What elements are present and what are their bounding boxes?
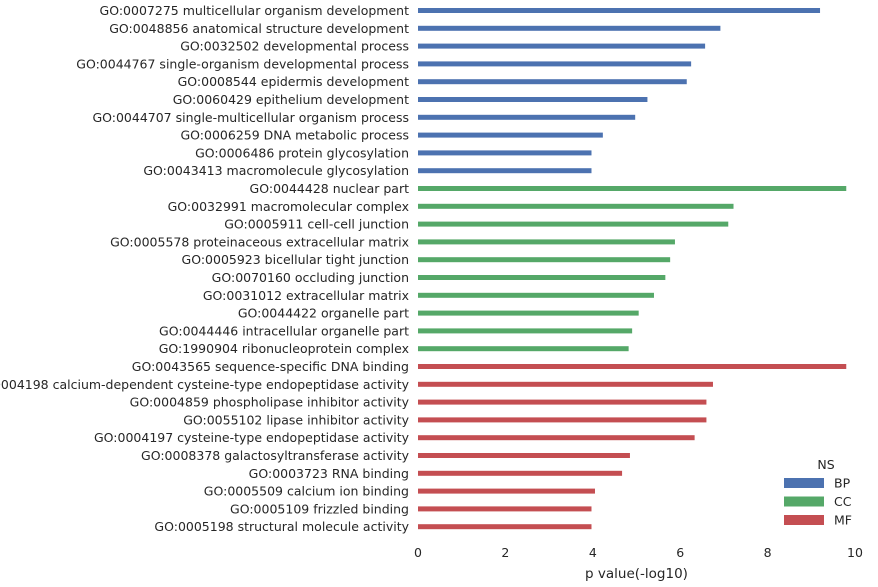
category-label: GO:0060429 epithelium development bbox=[173, 92, 409, 107]
bar bbox=[418, 257, 671, 263]
category-label: GO:0032991 macromolecular complex bbox=[168, 199, 409, 214]
bar bbox=[418, 97, 648, 102]
x-tick-label: 8 bbox=[764, 545, 772, 560]
bar bbox=[418, 435, 695, 441]
bar bbox=[418, 346, 629, 352]
x-tick-label: 4 bbox=[589, 545, 597, 560]
legend-entries: BP CC MF bbox=[784, 476, 852, 528]
bar bbox=[418, 61, 692, 67]
category-label: GO:0008544 epidermis development bbox=[178, 74, 409, 89]
bar bbox=[418, 150, 592, 156]
bar bbox=[418, 524, 592, 530]
legend-label: CC bbox=[834, 494, 852, 509]
category-label: GO:0005509 calcium ion binding bbox=[204, 484, 409, 499]
category-label: GO:0005198 structural molecule activity bbox=[154, 519, 409, 534]
category-label: GO:0004198 calcium-dependent cysteine-ty… bbox=[0, 377, 410, 392]
category-label: GO:1990904 ribonucleoprotein complex bbox=[159, 341, 409, 356]
legend-label: BP bbox=[834, 476, 851, 491]
category-label: GO:0004859 phospholipase inhibitor activ… bbox=[130, 395, 410, 410]
bars-layer bbox=[418, 8, 847, 530]
bar bbox=[418, 114, 636, 120]
category-label: GO:0044446 intracellular organelle part bbox=[159, 323, 409, 338]
legend-title: NS bbox=[817, 457, 834, 472]
category-label: GO:0055102 lipase inhibitor activity bbox=[183, 412, 409, 427]
legend: NS BP CC MF bbox=[784, 457, 852, 528]
x-tick-label: 2 bbox=[501, 545, 509, 560]
bar bbox=[418, 470, 623, 476]
category-label: GO:0048856 anatomical structure developm… bbox=[109, 21, 409, 36]
category-label: GO:0007275 multicellular organism develo… bbox=[100, 3, 410, 18]
bar bbox=[418, 275, 666, 280]
bar bbox=[418, 328, 633, 334]
category-label: GO:0005923 bicellular tight junction bbox=[182, 252, 409, 267]
x-tick-label: 6 bbox=[676, 545, 684, 560]
bar bbox=[418, 203, 734, 209]
category-label: GO:0005109 frizzled binding bbox=[230, 501, 409, 516]
category-label: GO:0005911 cell-cell junction bbox=[224, 217, 409, 232]
category-label: GO:0006259 DNA metabolic process bbox=[181, 128, 410, 143]
category-label: GO:0044422 organelle part bbox=[238, 306, 409, 321]
category-label: GO:0043565 sequence-specific DNA binding bbox=[132, 359, 409, 374]
bar bbox=[418, 488, 595, 494]
x-tick-labels-layer: 0 2 4 6 8 10 bbox=[414, 545, 863, 560]
x-tick-label: 10 bbox=[847, 545, 863, 560]
bar bbox=[418, 25, 721, 31]
bar bbox=[418, 79, 687, 85]
bar bbox=[418, 132, 603, 138]
category-label: GO:0008378 galactosyltransferase activit… bbox=[141, 448, 410, 463]
bar bbox=[418, 239, 675, 245]
bar bbox=[418, 453, 630, 458]
category-label: GO:0006486 protein glycosylation bbox=[195, 145, 409, 160]
bar bbox=[418, 43, 706, 49]
category-label: GO:0044707 single-multicellular organism… bbox=[92, 110, 409, 125]
category-label: GO:0003723 RNA binding bbox=[249, 466, 409, 481]
category-label: GO:0005578 proteinaceous extracellular m… bbox=[110, 234, 409, 249]
category-label: GO:0032502 developmental process bbox=[180, 39, 409, 54]
category-label: GO:0070160 occluding junction bbox=[212, 270, 409, 285]
bar bbox=[418, 399, 707, 405]
bar bbox=[418, 506, 592, 512]
category-label: GO:0044767 single-organism developmental… bbox=[76, 56, 409, 71]
category-labels-layer: GO:0007275 multicellular organism develo… bbox=[0, 3, 410, 534]
legend-swatch bbox=[784, 478, 824, 488]
bar bbox=[418, 292, 654, 298]
category-label: GO:0044428 nuclear part bbox=[250, 181, 410, 196]
bar bbox=[418, 8, 821, 13]
bar bbox=[418, 381, 713, 387]
bar bbox=[418, 364, 847, 369]
legend-swatch bbox=[784, 496, 824, 507]
bar bbox=[418, 221, 729, 227]
bar bbox=[418, 417, 707, 423]
x-tick-label: 0 bbox=[414, 545, 422, 560]
legend-label: MF bbox=[834, 513, 852, 528]
category-label: GO:0043413 macromolecule glycosylation bbox=[143, 163, 409, 178]
bar bbox=[418, 186, 847, 191]
category-label: GO:0031012 extracellular matrix bbox=[203, 288, 409, 303]
x-axis-title: p value(-log10) bbox=[585, 566, 688, 582]
legend-swatch bbox=[784, 515, 824, 525]
bar bbox=[418, 168, 592, 174]
bar bbox=[418, 310, 639, 316]
category-label: GO:0004197 cysteine-type endopeptidase a… bbox=[94, 430, 410, 445]
